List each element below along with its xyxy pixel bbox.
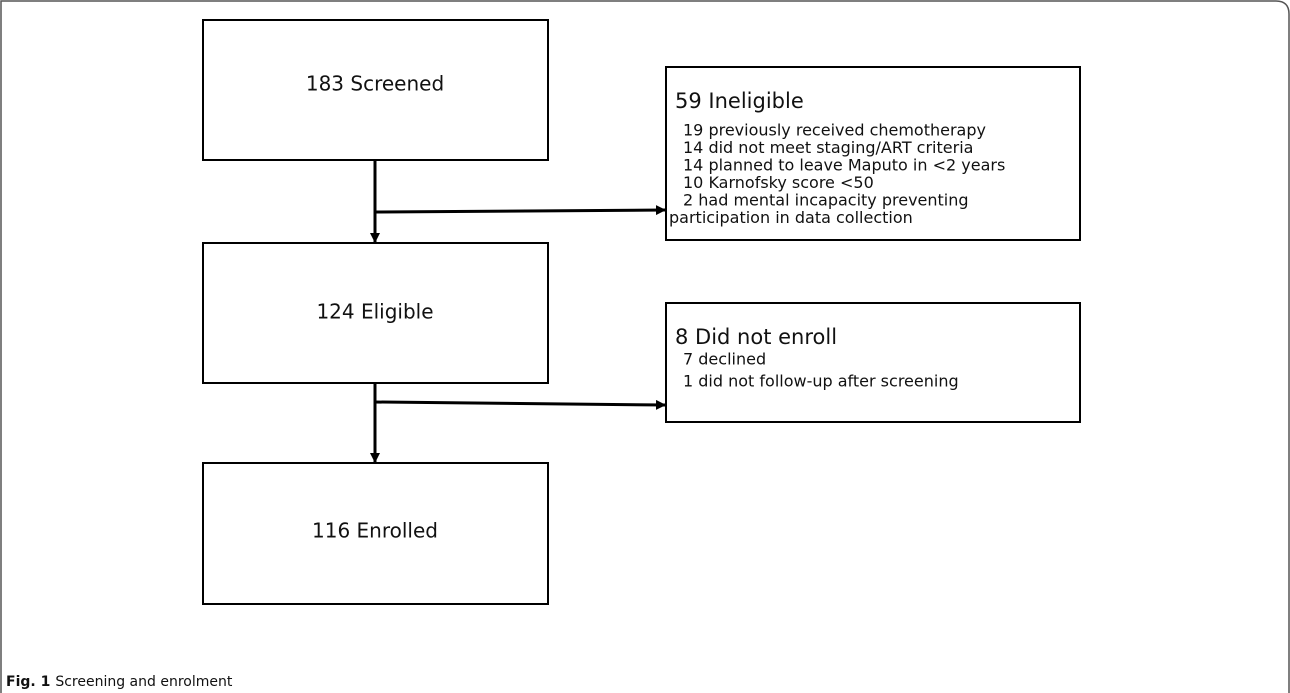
node-label: 59 Ineligible: [675, 89, 804, 113]
caption-text: Screening and enrolment: [55, 674, 233, 690]
arrow: [374, 205, 666, 216]
caption: Fig. 1 Screening and enrolment: [6, 674, 233, 690]
node-line: 14 planned to leave Maputo in <2 years: [683, 156, 1005, 175]
node-line: 7 declined: [683, 350, 766, 369]
node-line: participation in data collection: [669, 208, 913, 227]
node-line: 1 did not follow-up after screening: [683, 372, 959, 391]
node-label: 124 Eligible: [316, 300, 433, 324]
arrow: [374, 399, 666, 410]
box: [665, 302, 1081, 423]
box: [202, 19, 549, 161]
node-line: 19 previously received chemotherapy: [683, 121, 986, 140]
box: [202, 462, 549, 605]
box: [665, 66, 1081, 241]
node-label: 183 Screened: [306, 72, 444, 96]
box: [202, 242, 549, 384]
arrows: [370, 160, 666, 463]
node-label: 116 Enrolled: [312, 519, 438, 543]
node-line: 14 did not meet staging/ART criteria: [683, 138, 973, 157]
node-line: 10 Karnofsky score <50: [683, 173, 874, 192]
node-line: 2 had mental incapacity preventing: [683, 191, 969, 210]
caption-label: Fig. 1: [6, 674, 50, 690]
node-label: 8 Did not enroll: [675, 325, 837, 349]
